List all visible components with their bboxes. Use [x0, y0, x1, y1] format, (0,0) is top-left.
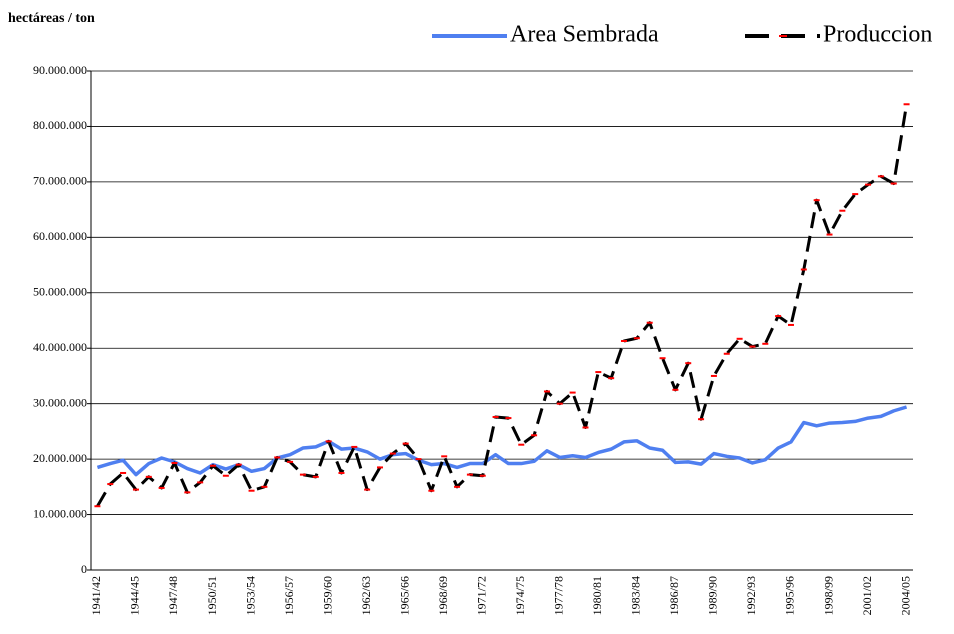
y-tick-label: 10.000.000	[33, 506, 87, 520]
x-tick-label: 1971/72	[474, 576, 488, 615]
x-tick-label: 1962/63	[359, 576, 373, 615]
y-tick-label: 0	[81, 562, 87, 576]
series-line	[96, 104, 909, 507]
y-tick-label: 60.000.000	[33, 229, 87, 243]
y-tick-label: 20.000.000	[33, 451, 87, 465]
x-tick-label: 1941/42	[89, 576, 103, 615]
x-tick-label: 1995/96	[783, 576, 797, 615]
series-line	[96, 405, 908, 477]
x-tick-label: 1968/69	[436, 576, 450, 615]
y-tick-label: 50.000.000	[33, 285, 87, 299]
y-tick-label: 70.000.000	[33, 174, 87, 188]
x-tick-label: 1989/90	[706, 576, 720, 615]
legend-label: Area Sembrada	[510, 22, 659, 48]
y-tick-label: 30.000.000	[33, 395, 87, 409]
x-tick-label: 1959/60	[320, 576, 334, 615]
x-tick-label: 1974/75	[513, 576, 527, 615]
y-tick-label: 90.000.000	[33, 63, 87, 77]
x-tick-label: 1953/54	[243, 576, 257, 615]
x-tick-label: 1944/45	[128, 576, 142, 615]
x-tick-label: 1965/66	[397, 576, 411, 615]
y-tick-label: 40.000.000	[33, 340, 87, 354]
x-tick-label: 2004/05	[898, 576, 912, 615]
x-tick-label: 1992/93	[744, 576, 758, 615]
x-tick-label: 1983/84	[629, 576, 643, 615]
x-tick-label: 2001/02	[860, 576, 874, 615]
x-tick-label: 1980/81	[590, 576, 604, 615]
x-tick-label: 1998/99	[821, 576, 835, 615]
legend-label: Produccion	[823, 22, 932, 48]
x-tick-label: 1977/78	[552, 576, 566, 615]
y-axis-label: hectáreas / ton	[8, 11, 95, 26]
x-tick-label: 1986/87	[667, 576, 681, 615]
x-tick-label: 1956/57	[282, 576, 296, 615]
x-tick-label: 1947/48	[166, 576, 180, 615]
x-tick-label: 1950/51	[205, 576, 219, 615]
y-tick-label: 80.000.000	[33, 118, 87, 132]
